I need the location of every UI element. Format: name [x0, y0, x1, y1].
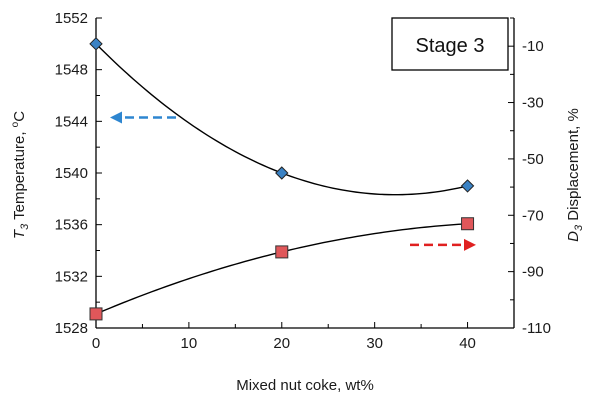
x-tick-label: 0 [92, 335, 100, 352]
axes: 0 10 20 30 40 1528 1532 1536 1540 1544 1548 1552 -10… [55, 10, 551, 352]
y-right-axis-title: D3 Displacement, % [565, 108, 585, 242]
displacement-point [89, 307, 103, 321]
y-right-text: Displacement, % [565, 108, 582, 225]
y-left-tick-label: 1528 [55, 320, 88, 337]
x-axis-title: Mixed nut coke, wt% [236, 377, 374, 394]
displacement-trend-line [95, 223, 468, 315]
y-left-unit: C [11, 111, 28, 122]
displacement-point [461, 217, 475, 231]
x-tick-label: 30 [366, 335, 383, 352]
y-right-tick-label: -70 [522, 207, 544, 224]
y-left-tick-label: 1536 [55, 217, 88, 234]
y-left-tick-label: 1552 [55, 10, 88, 27]
y-left-symbol: T [11, 228, 28, 239]
displacement-point [275, 245, 289, 259]
y-right-tick-label: -50 [522, 151, 544, 168]
temperature-point [89, 37, 103, 51]
y-right-symbol: D [565, 231, 582, 242]
y-left-text: Temperature, [11, 127, 28, 223]
right-arrow-head [464, 238, 476, 251]
x-tick-label: 20 [273, 335, 290, 352]
y-left-tick-label: 1532 [55, 268, 88, 285]
left-arrow-head [110, 111, 122, 124]
temperature-point [460, 179, 475, 193]
y-right-tick-label: -30 [522, 95, 544, 112]
x-tick-label: 10 [181, 335, 198, 352]
x-tick-label: 40 [459, 335, 476, 352]
y-left-axis-title: T3 Temperature, oC [10, 111, 31, 239]
y-right-subscript: 3 [573, 224, 585, 231]
y-left-tick-label: 1548 [55, 62, 88, 79]
stage-label-box: Stage 3 [391, 17, 509, 71]
temperature-point [275, 166, 289, 180]
series-arrows [110, 111, 476, 251]
y-right-tick-label: -10 [522, 38, 544, 55]
y-left-tick-label: 1544 [55, 113, 88, 130]
y-left-unit-sup: o [10, 121, 21, 127]
data-markers [89, 37, 475, 321]
y-right-tick-label: -110 [522, 320, 551, 337]
y-left-subscript: 3 [19, 223, 31, 230]
y-left-tick-label: 1540 [55, 165, 88, 182]
y-right-tick-label: -90 [522, 264, 544, 281]
stage-label: Stage 3 [416, 35, 485, 57]
